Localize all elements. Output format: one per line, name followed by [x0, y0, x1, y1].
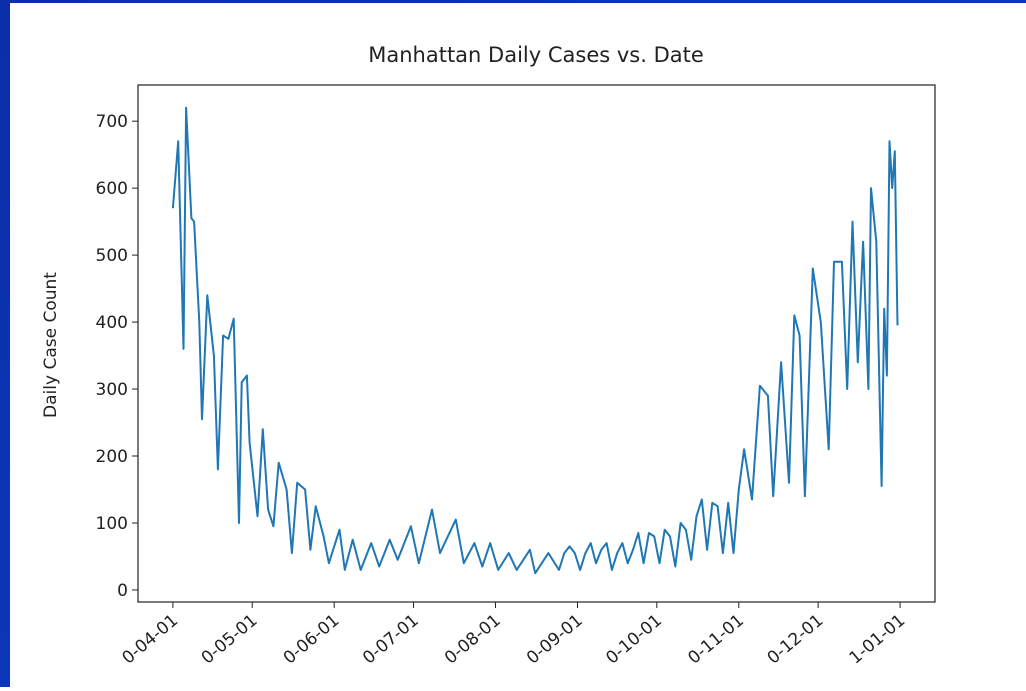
y-tick-label: 500 — [96, 246, 128, 266]
y-tick-label: 0 — [117, 581, 128, 601]
y-tick-label: 300 — [96, 380, 128, 400]
figure-background — [10, 3, 1026, 687]
plot-frame — [137, 84, 936, 603]
y-tick-label: 400 — [96, 313, 128, 333]
y-tick-label: 600 — [96, 179, 128, 199]
chart-title: Manhattan Daily Cases vs. Date — [368, 43, 704, 67]
y-tick-label: 100 — [96, 514, 128, 534]
data-line — [171, 106, 899, 575]
y-tick-label: 200 — [96, 447, 128, 467]
y-axis-label: Daily Case Count — [41, 272, 61, 418]
y-tick-label: 700 — [96, 112, 128, 132]
